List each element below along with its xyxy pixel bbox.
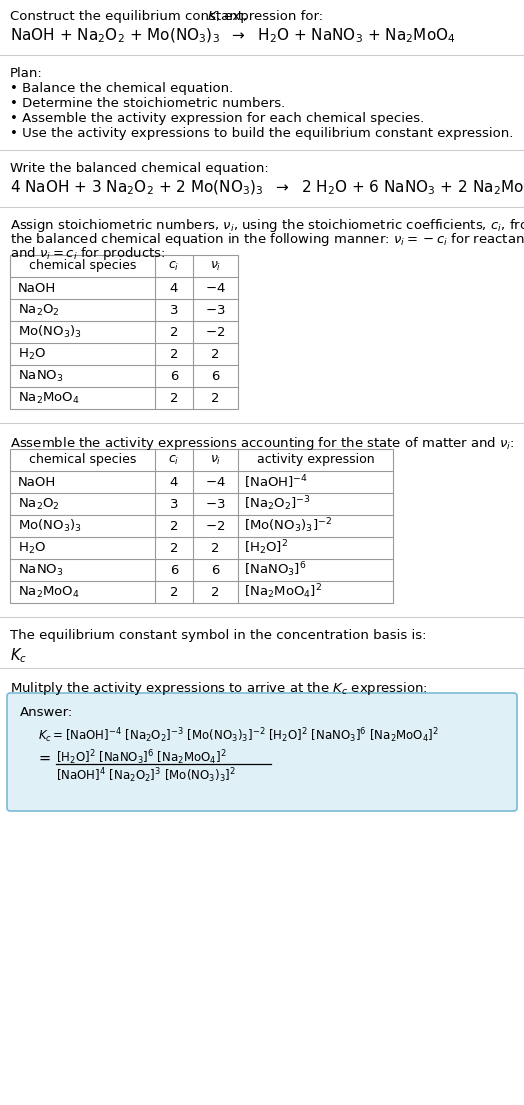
Text: 2: 2 xyxy=(211,586,220,599)
Text: activity expression: activity expression xyxy=(257,453,374,466)
Text: chemical species: chemical species xyxy=(29,453,136,466)
Text: $-$2: $-$2 xyxy=(205,326,226,338)
Text: $-$3: $-$3 xyxy=(205,304,226,316)
Text: • Assemble the activity expression for each chemical species.: • Assemble the activity expression for e… xyxy=(10,112,424,125)
Text: 4 NaOH + 3 Na$_2$O$_2$ + 2 Mo(NO$_3$)$_3$  $\rightarrow$  2 H$_2$O + 6 NaNO$_3$ : 4 NaOH + 3 Na$_2$O$_2$ + 2 Mo(NO$_3$)$_3… xyxy=(10,179,524,198)
Text: Na$_2$MoO$_4$: Na$_2$MoO$_4$ xyxy=(18,585,80,600)
Text: 2: 2 xyxy=(170,347,178,360)
Text: $-$2: $-$2 xyxy=(205,519,226,533)
Text: 2: 2 xyxy=(170,519,178,533)
Text: $[\mathrm{Na_2O_2}]^{-3}$: $[\mathrm{Na_2O_2}]^{-3}$ xyxy=(244,495,311,514)
Text: 2: 2 xyxy=(170,391,178,404)
Text: 4: 4 xyxy=(170,282,178,295)
Text: $c_i$: $c_i$ xyxy=(168,260,180,273)
Text: $-$4: $-$4 xyxy=(205,282,226,295)
Text: NaNO$_3$: NaNO$_3$ xyxy=(18,368,63,383)
Text: Construct the equilibrium constant,: Construct the equilibrium constant, xyxy=(10,10,252,23)
Text: • Balance the chemical equation.: • Balance the chemical equation. xyxy=(10,82,233,95)
Text: NaOH: NaOH xyxy=(18,475,56,488)
Text: 2: 2 xyxy=(211,391,220,404)
Text: $[\mathrm{NaOH}]^{4}\ [\mathrm{Na_2O_2}]^{3}\ [\mathrm{Mo(NO_3)_3}]^{2}$: $[\mathrm{NaOH}]^{4}\ [\mathrm{Na_2O_2}]… xyxy=(56,766,236,785)
Text: • Determine the stoichiometric numbers.: • Determine the stoichiometric numbers. xyxy=(10,97,285,110)
Text: chemical species: chemical species xyxy=(29,260,136,273)
Text: Mo(NO$_3$)$_3$: Mo(NO$_3$)$_3$ xyxy=(18,518,82,534)
Text: $[\mathrm{H_2O}]^{2}\ [\mathrm{NaNO_3}]^{6}\ [\mathrm{Na_2MoO_4}]^{2}$: $[\mathrm{H_2O}]^{2}\ [\mathrm{NaNO_3}]^… xyxy=(56,748,226,767)
Text: 6: 6 xyxy=(211,564,220,577)
Text: Na$_2$O$_2$: Na$_2$O$_2$ xyxy=(18,496,60,512)
Bar xyxy=(10,449,393,603)
Text: 2: 2 xyxy=(211,541,220,555)
Text: Write the balanced chemical equation:: Write the balanced chemical equation: xyxy=(10,162,269,175)
Text: Na$_2$O$_2$: Na$_2$O$_2$ xyxy=(18,303,60,317)
Text: 6: 6 xyxy=(170,369,178,382)
Text: , expression for:: , expression for: xyxy=(216,10,323,23)
Text: $\nu_i$: $\nu_i$ xyxy=(210,260,221,273)
Text: =: = xyxy=(38,750,50,766)
Text: Answer:: Answer: xyxy=(20,706,73,719)
Text: $c_i$: $c_i$ xyxy=(168,453,180,466)
Text: 2: 2 xyxy=(170,326,178,338)
Text: the balanced chemical equation in the following manner: $\nu_i = -c_i$ for react: the balanced chemical equation in the fo… xyxy=(10,231,524,248)
Text: 6: 6 xyxy=(211,369,220,382)
Text: H$_2$O: H$_2$O xyxy=(18,347,46,361)
Text: K: K xyxy=(208,10,217,23)
Text: Assemble the activity expressions accounting for the state of matter and $\nu_i$: Assemble the activity expressions accoun… xyxy=(10,435,515,452)
Text: $\nu_i$: $\nu_i$ xyxy=(210,453,221,466)
Text: $-$4: $-$4 xyxy=(205,475,226,488)
Text: Assign stoichiometric numbers, $\nu_i$, using the stoichiometric coefficients, $: Assign stoichiometric numbers, $\nu_i$, … xyxy=(10,217,524,234)
Bar xyxy=(10,255,238,409)
Text: Mulitply the activity expressions to arrive at the $K_c$ expression:: Mulitply the activity expressions to arr… xyxy=(10,680,428,697)
Text: H$_2$O: H$_2$O xyxy=(18,540,46,556)
Text: Mo(NO$_3$)$_3$: Mo(NO$_3$)$_3$ xyxy=(18,324,82,340)
Text: Na$_2$MoO$_4$: Na$_2$MoO$_4$ xyxy=(18,390,80,406)
Text: 2: 2 xyxy=(170,541,178,555)
Text: $[\mathrm{H_2O}]^{2}$: $[\mathrm{H_2O}]^{2}$ xyxy=(244,538,288,557)
Text: 4: 4 xyxy=(170,475,178,488)
Text: and $\nu_i = c_i$ for products:: and $\nu_i = c_i$ for products: xyxy=(10,245,166,262)
Text: 6: 6 xyxy=(170,564,178,577)
Text: $[\mathrm{NaNO_3}]^{6}$: $[\mathrm{NaNO_3}]^{6}$ xyxy=(244,560,307,579)
Text: $[\mathrm{Na_2MoO_4}]^{2}$: $[\mathrm{Na_2MoO_4}]^{2}$ xyxy=(244,582,322,601)
Text: NaOH + Na$_2$O$_2$ + Mo(NO$_3$)$_3$  $\rightarrow$  H$_2$O + NaNO$_3$ + Na$_2$Mo: NaOH + Na$_2$O$_2$ + Mo(NO$_3$)$_3$ $\ri… xyxy=(10,27,456,45)
Text: $[\mathrm{Mo(NO_3)_3}]^{-2}$: $[\mathrm{Mo(NO_3)_3}]^{-2}$ xyxy=(244,517,332,535)
Text: $K_c = [\mathrm{NaOH}]^{-4}\ [\mathrm{Na_2O_2}]^{-3}\ [\mathrm{Mo(NO_3)_3}]^{-2}: $K_c = [\mathrm{NaOH}]^{-4}\ [\mathrm{Na… xyxy=(38,726,439,745)
Text: $-$3: $-$3 xyxy=(205,497,226,511)
Text: • Use the activity expressions to build the equilibrium constant expression.: • Use the activity expressions to build … xyxy=(10,127,514,140)
Text: 3: 3 xyxy=(170,497,178,511)
Text: NaOH: NaOH xyxy=(18,282,56,295)
Text: 2: 2 xyxy=(170,586,178,599)
FancyBboxPatch shape xyxy=(7,693,517,811)
Text: 3: 3 xyxy=(170,304,178,316)
Text: Plan:: Plan: xyxy=(10,67,43,80)
Text: NaNO$_3$: NaNO$_3$ xyxy=(18,562,63,578)
Text: $K_c$: $K_c$ xyxy=(10,646,27,665)
Text: The equilibrium constant symbol in the concentration basis is:: The equilibrium constant symbol in the c… xyxy=(10,629,427,642)
Text: 2: 2 xyxy=(211,347,220,360)
Text: $[\mathrm{NaOH}]^{-4}$: $[\mathrm{NaOH}]^{-4}$ xyxy=(244,473,308,491)
